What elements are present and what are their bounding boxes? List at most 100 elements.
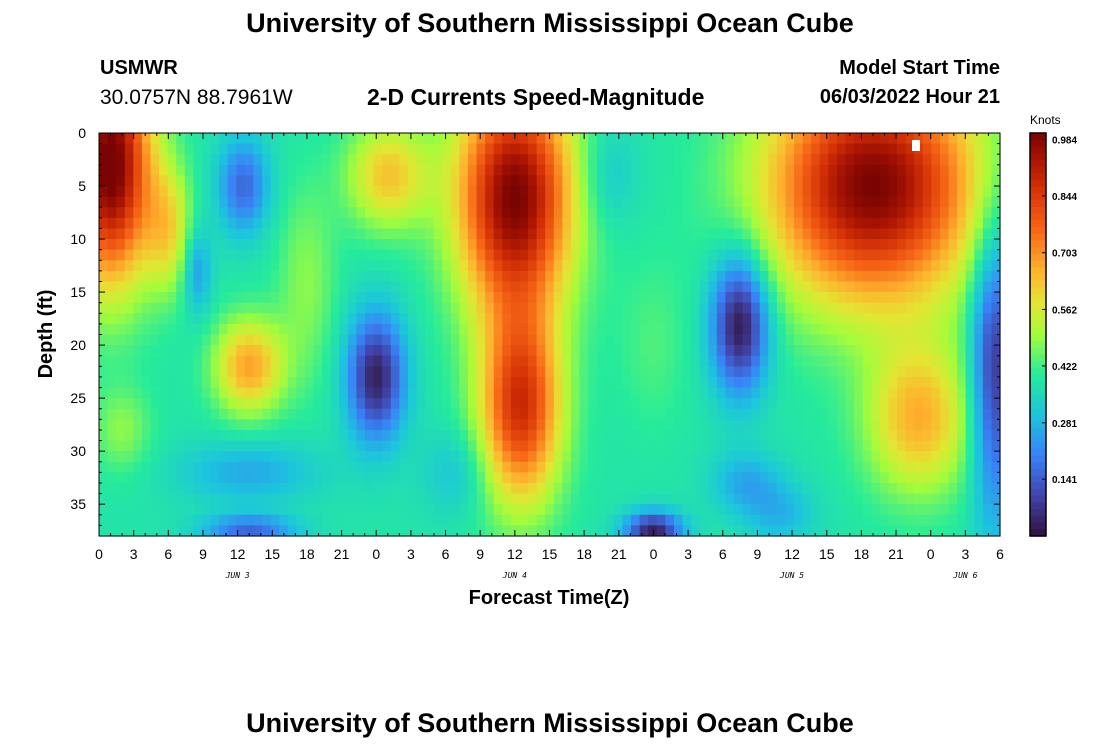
heatmap-cell (939, 482, 950, 495)
heatmap-cell (184, 239, 194, 251)
heatmap-cell (502, 482, 512, 495)
heatmap-cell (545, 429, 555, 442)
heatmap-cell (313, 186, 323, 198)
heatmap-cell (159, 196, 169, 208)
heatmap-cell (425, 376, 435, 389)
heatmap-cell (819, 313, 829, 325)
heatmap-cell (330, 143, 340, 155)
heatmap-cell (553, 302, 563, 314)
heatmap-cell (99, 323, 109, 336)
heatmap-cell (476, 228, 486, 240)
heatmap-cell (596, 366, 606, 378)
heatmap-cell (579, 355, 589, 367)
heatmap-cell (116, 154, 126, 166)
heatmap-cell (176, 440, 186, 452)
heatmap-cell (184, 482, 194, 495)
heatmap-cell (768, 493, 778, 505)
heatmap-cell (931, 398, 941, 410)
heatmap-cell (716, 376, 727, 389)
heatmap-cell (502, 525, 512, 537)
heatmap-cell (416, 525, 426, 537)
heatmap-cell (382, 440, 392, 452)
heatmap-cell (99, 366, 109, 378)
heatmap-cell (939, 440, 950, 452)
heatmap-cell (965, 355, 975, 367)
heatmap-cell (888, 408, 898, 420)
heatmap-cell (699, 175, 709, 187)
heatmap-cell (957, 355, 967, 367)
heatmap-cell (708, 281, 718, 293)
heatmap-cell (244, 281, 255, 293)
heatmap-cell (442, 429, 452, 442)
heatmap-cell (733, 429, 744, 442)
heatmap-cell (699, 143, 709, 155)
heatmap-cell (124, 334, 134, 346)
heatmap-cell (330, 249, 340, 261)
heatmap-cell (536, 207, 546, 219)
heatmap-cell (922, 249, 932, 261)
heatmap-cell (210, 217, 220, 230)
heatmap-cell (330, 482, 340, 495)
heatmap-cell (605, 504, 615, 516)
heatmap-cell (425, 525, 435, 537)
heatmap-cell (613, 514, 624, 526)
heatmap-cell (459, 398, 469, 410)
heatmap-cell (236, 313, 246, 325)
heatmap-cell (974, 345, 984, 357)
heatmap-cell (879, 440, 890, 452)
heatmap-cell (922, 154, 932, 166)
heatmap-cell (648, 323, 658, 336)
heatmap-cell (459, 387, 469, 399)
heatmap-cell (605, 345, 615, 357)
heatmap-cell (819, 281, 829, 293)
heatmap-cell (141, 334, 152, 346)
heatmap-cell (339, 429, 349, 442)
heatmap-cell (691, 493, 701, 505)
heatmap-cell (528, 292, 538, 304)
heatmap-cell (811, 217, 821, 230)
heatmap-cell (785, 133, 795, 145)
heatmap-cell (399, 408, 409, 420)
heatmap-cell (888, 228, 898, 240)
heatmap-cell (124, 323, 134, 336)
heatmap-cell (802, 313, 812, 325)
heatmap-cell (974, 228, 984, 240)
heatmap-cell (510, 196, 521, 208)
heatmap-cell (485, 440, 495, 452)
heatmap-cell (382, 493, 392, 505)
heatmap-cell (390, 186, 400, 198)
heatmap-cell (699, 387, 709, 399)
heatmap-cell (219, 175, 229, 187)
heatmap-cell (347, 334, 358, 346)
heatmap-cell (107, 175, 117, 187)
heatmap-cell (648, 472, 658, 484)
heatmap-cell (201, 398, 212, 410)
heatmap-cell (939, 260, 950, 272)
heatmap-cell (631, 313, 641, 325)
x-tick-label: 3 (130, 546, 138, 562)
heatmap-cell (347, 514, 358, 526)
heatmap-cell (716, 133, 727, 145)
heatmap-cell (914, 323, 924, 336)
heatmap-cell (631, 461, 641, 473)
heatmap-cell (124, 461, 134, 473)
heatmap-cell (150, 175, 160, 187)
heatmap-cell (905, 228, 915, 240)
heatmap-cell (304, 323, 315, 336)
heatmap-cell (691, 387, 701, 399)
heatmap-cell (699, 345, 709, 357)
heatmap-cell (905, 175, 915, 187)
heatmap-cell (879, 239, 890, 251)
colorbar-swatch (1030, 334, 1046, 342)
heatmap-cell (545, 514, 555, 526)
heatmap-cell (502, 472, 512, 484)
heatmap-cell (99, 461, 109, 473)
heatmap-cell (373, 154, 383, 166)
heatmap-cell (596, 514, 606, 526)
heatmap-cell (948, 228, 958, 240)
heatmap-cell (416, 186, 426, 198)
heatmap-cell (322, 260, 332, 272)
heatmap-cell (150, 504, 160, 516)
heatmap-cell (991, 143, 1001, 155)
heatmap-cell (811, 175, 821, 187)
